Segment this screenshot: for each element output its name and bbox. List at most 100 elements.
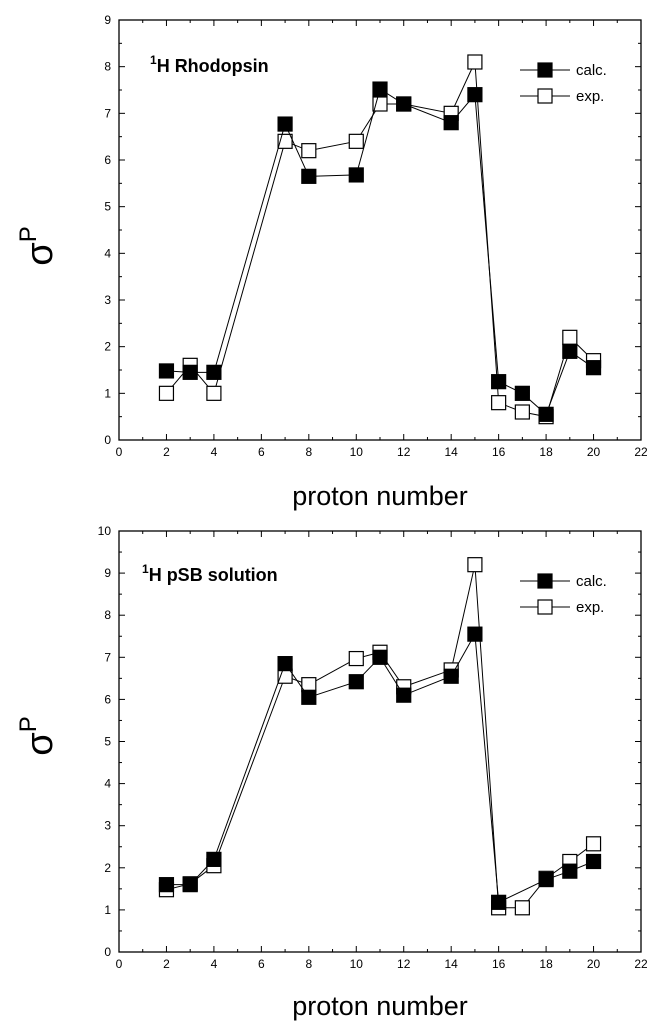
calc-point — [514, 385, 530, 401]
y-tick-label: 2 — [104, 861, 111, 875]
exp-point — [562, 329, 578, 345]
y-tick-label: 5 — [104, 735, 111, 749]
x-tick-label: 2 — [163, 445, 170, 459]
calc-point — [206, 364, 222, 380]
x-tick-label: 18 — [539, 957, 553, 971]
calc-point — [372, 649, 388, 665]
series-line — [166, 632, 594, 904]
series-exp — [158, 54, 602, 425]
y-tick-label: 6 — [104, 692, 111, 706]
x-tick-label: 4 — [211, 445, 218, 459]
legend-marker-exp — [537, 599, 553, 615]
y-axis-label: σP — [15, 716, 61, 755]
calc-point — [491, 374, 507, 390]
y-tick-label: 7 — [104, 650, 111, 664]
y-tick-label: 2 — [104, 340, 111, 354]
calc-point — [443, 115, 459, 131]
y-axis-label: σP — [15, 226, 61, 265]
y-tick-label: 3 — [104, 293, 111, 307]
calc-point — [396, 96, 412, 112]
calc-point — [348, 167, 364, 183]
x-tick-label: 22 — [634, 445, 647, 459]
series-exp — [158, 557, 602, 916]
y-tick-label: 7 — [104, 106, 111, 120]
calc-point — [538, 406, 554, 422]
series-line — [166, 564, 594, 909]
series-line — [166, 61, 594, 418]
calc-point — [467, 626, 483, 642]
legend-marker-exp — [537, 88, 553, 104]
x-tick-label: 6 — [258, 445, 265, 459]
calc-point — [158, 877, 175, 893]
x-tick-label: 6 — [258, 957, 265, 971]
series-line — [166, 88, 594, 416]
exp-point — [301, 143, 317, 159]
calc-point — [562, 343, 578, 359]
x-tick-label: 12 — [397, 445, 411, 459]
exp-point — [467, 557, 483, 573]
series-calc — [158, 626, 602, 910]
x-tick-label: 18 — [539, 445, 553, 459]
y-tick-label: 9 — [104, 566, 111, 580]
x-tick-label: 14 — [445, 957, 459, 971]
calc-point — [301, 689, 317, 705]
exp-point — [467, 54, 483, 70]
y-tick-label: 5 — [104, 200, 111, 214]
calc-point — [348, 674, 364, 690]
legend-label: calc. — [576, 573, 607, 590]
calc-point — [562, 863, 578, 879]
calc-point — [443, 668, 459, 684]
legend-marker-calc — [537, 62, 553, 78]
x-tick-label: 20 — [587, 957, 601, 971]
y-tick-label: 0 — [104, 433, 111, 447]
calc-point — [158, 363, 175, 379]
calc-point — [585, 853, 602, 870]
exp-point — [206, 385, 222, 401]
y-tick-label: 8 — [104, 60, 111, 74]
x-axis-label: proton number — [292, 991, 468, 1021]
x-tick-label: 10 — [350, 957, 364, 971]
x-tick-label: 20 — [587, 445, 601, 459]
x-tick-label: 0 — [116, 957, 123, 971]
calc-point — [467, 87, 483, 103]
x-tick-label: 16 — [492, 445, 506, 459]
calc-point — [585, 360, 602, 376]
panel-title: 1H Rhodopsin — [150, 53, 269, 76]
y-tick-label: 0 — [104, 945, 111, 959]
exp-point — [348, 133, 364, 149]
calc-point — [182, 364, 198, 380]
y-tick-label: 6 — [104, 153, 111, 167]
x-tick-label: 12 — [397, 957, 411, 971]
calc-point — [301, 168, 317, 184]
x-tick-label: 14 — [445, 445, 459, 459]
legend: calc. exp. — [520, 573, 607, 616]
y-tick-label: 4 — [104, 246, 111, 260]
y-tick-label: 4 — [104, 777, 111, 791]
legend: calc. exp. — [520, 62, 607, 105]
calc-point — [538, 871, 554, 888]
exp-point — [514, 404, 530, 420]
x-tick-label: 2 — [163, 957, 170, 971]
y-tick-label: 3 — [104, 819, 111, 833]
legend-label: exp. — [576, 599, 604, 616]
calc-point — [182, 877, 198, 893]
y-tick-label: 10 — [98, 524, 112, 538]
x-tick-label: 0 — [116, 445, 123, 459]
x-tick-label: 10 — [350, 445, 364, 459]
x-tick-label: 8 — [305, 957, 312, 971]
exp-point — [348, 650, 364, 667]
legend-label: calc. — [576, 62, 607, 79]
exp-point — [585, 836, 602, 852]
calc-point — [277, 116, 293, 132]
legend-marker-calc — [537, 573, 553, 589]
exp-point — [491, 395, 507, 411]
y-tick-label: 8 — [104, 608, 111, 622]
calc-point — [491, 894, 507, 910]
x-tick-label: 16 — [492, 957, 506, 971]
x-tick-label: 22 — [634, 957, 647, 971]
x-tick-label: 4 — [211, 957, 218, 971]
calc-point — [396, 687, 412, 703]
